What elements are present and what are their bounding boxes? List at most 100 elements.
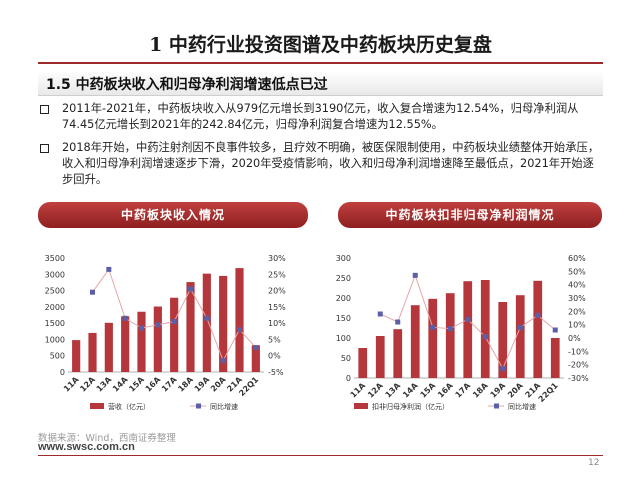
bar: [410, 305, 420, 378]
x-tick-label: 18A: [471, 380, 490, 399]
bar: [375, 336, 385, 378]
footer-divider: [38, 455, 603, 456]
y-tick-label-right: 15%: [268, 303, 286, 312]
y-tick-label-right: 50%: [568, 267, 586, 276]
y-tick-label-left: 100: [336, 334, 351, 343]
x-tick-label: 22Q1: [237, 375, 260, 398]
legend-bar-swatch: [90, 403, 104, 409]
bar: [170, 297, 179, 372]
growth-point: [482, 334, 488, 340]
x-tick-label: 16A: [144, 374, 163, 393]
growth-point: [139, 325, 144, 331]
y-tick-label-right: 40%: [568, 281, 586, 290]
y-tick-label-left: 150: [336, 314, 351, 323]
y-tick-label-left: 500: [50, 352, 65, 361]
x-tick-label: 14A: [111, 374, 130, 393]
bar: [358, 348, 368, 378]
square-bullet-icon: [40, 144, 49, 153]
revenue-chart: 0 500 1000 1500 2000 2500 3000 3500 -5% 0% 5% 10% 15…: [45, 254, 287, 411]
bar: [515, 295, 525, 378]
x-tick-label: 15A: [419, 380, 438, 399]
x-tick-label: 19A: [193, 374, 212, 393]
bar: [88, 332, 97, 372]
section-title: 1.5 中药板块收入和归母净利润增速低点已过: [46, 77, 328, 93]
x-tick-label: 12A: [366, 380, 385, 399]
bar: [202, 273, 211, 372]
bar: [153, 306, 162, 372]
bar: [480, 280, 490, 378]
growth-point: [204, 315, 210, 321]
x-tick-label: 22Q1: [537, 381, 560, 404]
growth-point: [188, 286, 193, 292]
x-tick-label: 13A: [95, 374, 114, 393]
bar: [533, 280, 543, 378]
growth-point: [535, 312, 541, 318]
legend-bar-swatch: [354, 403, 368, 409]
website-link[interactable]: www.swsc.com.cn: [38, 441, 135, 453]
growth-point: [90, 289, 95, 295]
growth-point: [412, 272, 418, 278]
y-tick-label-left: 0: [346, 374, 351, 383]
bar: [235, 268, 244, 372]
legend-marker-swatch: [196, 403, 201, 409]
y-tick-label-right: 25%: [268, 270, 286, 279]
x-tick-label: 13A: [384, 380, 403, 399]
growth-point: [552, 327, 558, 333]
bar: [72, 340, 81, 372]
y-tick-label-left: 300: [336, 254, 351, 263]
growth-point: [253, 345, 259, 351]
x-tick-label: 20A: [209, 374, 228, 393]
page-number: 12: [588, 458, 600, 468]
x-tick-label: 11A: [349, 380, 368, 399]
growth-point: [430, 324, 436, 330]
chart-title-revenue: 中药板块收入情况: [38, 202, 308, 228]
y-tick-label-left: 200: [336, 294, 351, 303]
x-tick-label: 20A: [506, 380, 525, 399]
growth-point: [500, 366, 506, 372]
legend-label: 同比增速: [508, 402, 536, 411]
bar: [186, 282, 195, 372]
x-tick-label: 19A: [489, 380, 508, 399]
growth-point: [465, 316, 471, 322]
bar: [393, 329, 403, 378]
y-tick-label-right: 20%: [268, 287, 286, 296]
bar: [428, 298, 438, 378]
growth-point: [395, 319, 401, 325]
x-tick-label: 14A: [401, 380, 420, 399]
y-tick-label-left: 0: [60, 368, 65, 377]
y-tick-label-left: 3500: [45, 254, 65, 263]
growth-point: [106, 266, 112, 272]
legend-label: 扣非归母净利润（亿元）: [372, 402, 449, 411]
growth-point: [220, 358, 226, 364]
section-header: 1.5 中药板块收入和归母净利润增速低点已过: [38, 70, 603, 96]
y-tick-label-left: 1000: [45, 335, 65, 344]
growth-point: [122, 315, 128, 321]
y-tick-label-right: -30%: [568, 374, 589, 383]
bullet-text: 2011年-2021年，中药板块收入从979亿元增长到3190亿元，收入复合增速…: [62, 102, 579, 131]
legend-label: 同比增速: [210, 402, 238, 411]
bar: [137, 311, 146, 372]
page-title: 1 中药行业投资图谱及中药板块历史复盘: [149, 34, 492, 56]
x-tick-label: 11A: [62, 374, 81, 393]
bar: [498, 302, 508, 378]
bar: [219, 275, 228, 372]
growth-point: [517, 324, 523, 330]
growth-point: [237, 327, 242, 333]
y-tick-label-right: 0%: [568, 334, 581, 343]
y-tick-label-left: 3000: [45, 270, 65, 279]
growth-point: [447, 326, 453, 332]
y-tick-label-right: 20%: [568, 307, 586, 316]
y-tick-label-right: -10%: [568, 347, 589, 356]
y-tick-label-right: 5%: [268, 335, 281, 344]
bar: [550, 338, 560, 378]
bullet-text: 2018年开始，中药注射剂因不良事件较多，且疗效不明确，被医保限制使用，中药板块…: [62, 141, 600, 186]
growth-point: [155, 322, 161, 328]
y-tick-label-left: 2500: [45, 287, 65, 296]
growth-point: [171, 319, 177, 325]
y-tick-label-right: -20%: [568, 361, 589, 370]
y-tick-label-right: 10%: [268, 319, 286, 328]
y-tick-label-right: 30%: [268, 254, 286, 263]
x-tick-label: 17A: [160, 374, 179, 393]
y-tick-label-left: 250: [336, 274, 351, 283]
y-tick-label-left: 2000: [45, 303, 65, 312]
